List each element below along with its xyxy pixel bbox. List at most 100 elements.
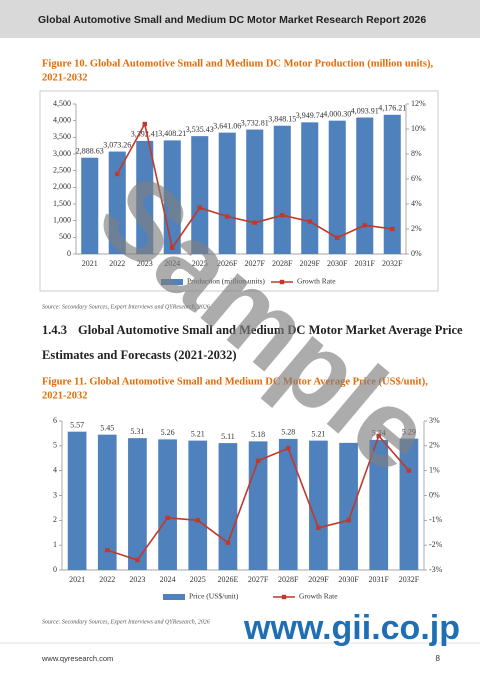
x-tick-label: 2023 <box>129 575 145 584</box>
page-number: 8 <box>436 654 441 663</box>
x-tick-label: 2021 <box>82 259 98 268</box>
bar <box>67 431 87 570</box>
charts: 0 500 1,000 1,500 2,000 2,500 3,000 3,500 4,000 4… <box>53 99 443 601</box>
y2-tick-label: 0% <box>429 490 440 499</box>
value-label: 3,949.74 <box>296 111 324 120</box>
line-marker <box>376 433 381 439</box>
section-title: Global Automotive Small and Medium DC Mo… <box>78 323 463 337</box>
bar <box>273 125 291 254</box>
header-title: Global Automotive Small and Medium DC Mo… <box>38 14 426 26</box>
value-label: 3,848.15 <box>268 115 296 124</box>
x-tick-label: 2029F <box>308 575 329 584</box>
legend-label: Growth Rate <box>299 592 338 601</box>
y-tick-label: 2 <box>53 515 57 524</box>
line-marker <box>252 220 257 225</box>
x-tick-label: 2027F <box>248 575 269 584</box>
y-tick-label: 500 <box>59 232 71 241</box>
figure-caption: Figure 10. Global Automotive Small and M… <box>42 58 434 69</box>
y2-tick-label: 6% <box>411 174 422 183</box>
figure-caption: Figure 11. Global Automotive Small and M… <box>42 376 428 387</box>
y-tick-label: 3 <box>53 490 57 499</box>
x-tick-label: 2028F <box>278 575 299 584</box>
y-tick-label: 6 <box>53 416 57 425</box>
y-tick-label: 2,000 <box>53 182 71 191</box>
line-marker <box>255 458 261 463</box>
y-tick-label: 1 <box>53 540 57 549</box>
stamp: www.gii.co.jp <box>243 609 460 647</box>
line-marker <box>115 171 120 177</box>
x-tick-label: 2029F <box>300 259 321 268</box>
legend-swatch <box>279 279 285 285</box>
x-tick-label: 2032F <box>382 259 403 268</box>
y2-tick-label: 3% <box>429 416 440 425</box>
y-tick-label: 0 <box>53 565 57 574</box>
figure-source: Source: Secondary Sources, Expert Interv… <box>42 619 210 625</box>
legend-swatch <box>281 594 287 600</box>
line-marker <box>195 518 200 523</box>
bar <box>369 439 389 570</box>
value-label: 5.26 <box>161 428 175 437</box>
section-title: Estimates and Forecasts (2021-2032) <box>42 348 237 362</box>
legend-label: Growth Rate <box>297 277 336 286</box>
x-tick-label: 2025 <box>190 575 206 584</box>
y2-tick-label: 12% <box>411 99 426 108</box>
x-tick-label: 2032F <box>399 575 420 584</box>
y2-tick-label: 2% <box>411 224 422 233</box>
line-marker <box>197 205 202 210</box>
value-label: 4,093.91 <box>351 106 379 115</box>
bar <box>108 151 126 254</box>
line-marker <box>286 446 291 451</box>
line-marker <box>142 121 147 127</box>
value-label: 5.24 <box>372 429 386 438</box>
x-tick-label: 2022 <box>109 259 125 268</box>
bar <box>356 117 374 254</box>
y-tick-label: 4,000 <box>53 115 71 124</box>
chart-frame <box>39 90 439 292</box>
value-label: 5.21 <box>311 429 325 438</box>
line-marker <box>406 468 412 473</box>
value-label: 3,641.06 <box>213 121 241 130</box>
value-label: 3,392.41 <box>131 130 159 139</box>
line-marker <box>225 214 230 219</box>
y-tick-label: 5 <box>53 441 57 450</box>
legend-swatch <box>163 594 185 600</box>
footer-url: www.qyresearch.com <box>41 654 113 663</box>
value-label: 3,732.81 <box>241 118 269 127</box>
value-label: 2,888.63 <box>76 147 104 156</box>
value-label: 5.18 <box>251 430 265 439</box>
line-marker <box>105 547 110 553</box>
y2-tick-label: -1% <box>429 515 443 524</box>
x-tick-label: 2027F <box>245 259 266 268</box>
bar <box>246 129 264 254</box>
value-label: 5.28 <box>281 428 295 437</box>
y-tick-label: 1,000 <box>53 215 71 224</box>
x-tick-label: 2021 <box>69 575 85 584</box>
line-marker <box>316 525 321 530</box>
x-tick-label: 2023 <box>137 259 153 268</box>
x-tick-label: 2031F <box>369 575 390 584</box>
figure-source: Source: Secondary Sources, Expert Interv… <box>42 304 210 310</box>
section-number: 1.4.3 <box>42 323 67 337</box>
legend-swatch <box>161 279 183 285</box>
line-marker <box>280 213 285 218</box>
y-tick-label: 0 <box>67 249 71 258</box>
line-marker <box>170 245 175 250</box>
x-tick-label: 2030F <box>338 575 359 584</box>
x-tick-label: 2030F <box>327 259 348 268</box>
y2-tick-label: 0% <box>411 249 422 258</box>
bar <box>301 122 319 254</box>
value-label: 5.31 <box>130 427 144 436</box>
bar <box>188 440 208 570</box>
bar <box>309 440 328 570</box>
y2-tick-label: 10% <box>411 124 426 133</box>
value-label: 5.11 <box>221 432 235 441</box>
y2-tick-label: 2% <box>429 441 440 450</box>
bar <box>328 120 346 254</box>
bar <box>81 157 99 254</box>
value-label: 5.45 <box>100 423 114 432</box>
x-tick-label: 2022 <box>99 575 115 584</box>
line-marker <box>335 235 340 240</box>
value-label: 3,408.21 <box>158 129 186 138</box>
line-marker <box>307 219 312 224</box>
